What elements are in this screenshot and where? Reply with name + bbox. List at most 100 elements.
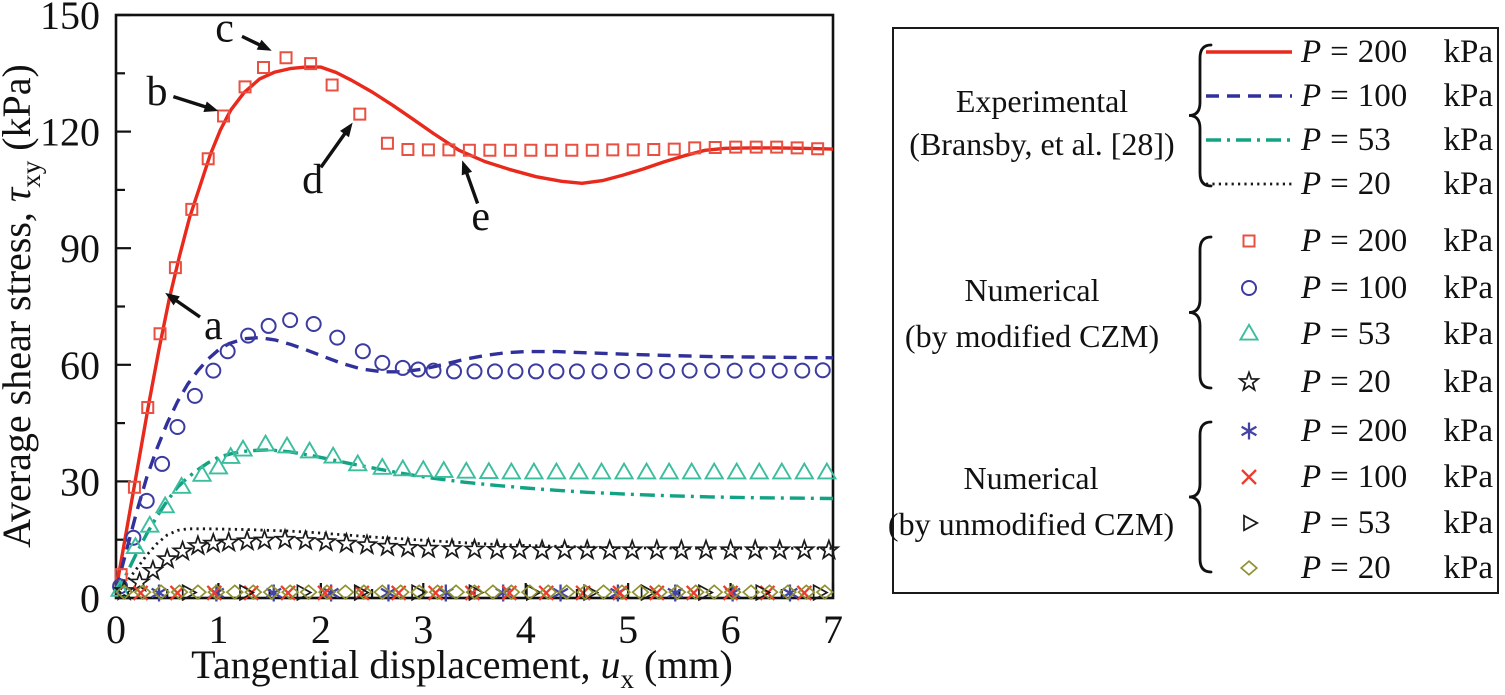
- legend-item-unmod-100: P = 100 kPa: [1203, 456, 1499, 498]
- svg-text:150: 150: [40, 0, 100, 38]
- y-axis-symbol: τ: [0, 186, 39, 202]
- legend-p: P: [1301, 269, 1322, 306]
- legend-unit: kPa: [1443, 363, 1494, 400]
- svg-text:c: c: [215, 5, 234, 51]
- legend-group-label-line2: (by modified CZM): [904, 318, 1160, 354]
- legend-item-mod-53: P = 53 kPa: [1203, 313, 1499, 355]
- legend-group-label-line1: Experimental: [955, 83, 1129, 119]
- solid-line-sample-icon: [1203, 35, 1295, 69]
- right-triangle-marker-icon: [1203, 506, 1295, 540]
- legend-value: 53: [1357, 315, 1391, 352]
- svg-text:60: 60: [60, 343, 100, 388]
- legend-group-label-numerical-modified: Numerical (by modified CZM): [878, 267, 1186, 359]
- legend-eq: =: [1330, 269, 1349, 306]
- legend-group-label-line1: Numerical: [964, 272, 1100, 308]
- legend-p: P: [1301, 549, 1322, 586]
- star-marker-icon: [1203, 365, 1295, 399]
- legend-unit: kPa: [1443, 315, 1494, 352]
- legend-p: P: [1301, 412, 1322, 449]
- diamond-marker-icon: [1203, 551, 1295, 585]
- plot-drawn-layer: 0 1 2 3 4 5 6 7 0 30 60 90 120 150 a b c d e: [40, 0, 1213, 652]
- legend-item-exp-53: P = 53 kPa: [1203, 119, 1499, 161]
- legend-value: 100: [1357, 77, 1408, 114]
- legend-eq: =: [1330, 412, 1349, 449]
- legend-eq: =: [1330, 549, 1349, 586]
- y-axis-title-text: Average shear stress,: [0, 202, 39, 548]
- triangle-marker-icon: [1203, 317, 1295, 351]
- legend-p: P: [1301, 458, 1322, 495]
- x-axis-subscript: x: [620, 664, 634, 694]
- circle-marker-icon: [1203, 271, 1295, 305]
- legend-unit: kPa: [1443, 504, 1494, 541]
- legend-item-exp-20: P = 20 kPa: [1203, 163, 1499, 205]
- legend-unit: kPa: [1443, 121, 1494, 158]
- legend-value: 20: [1357, 549, 1391, 586]
- svg-text:0: 0: [80, 576, 100, 621]
- legend-unit: kPa: [1443, 269, 1494, 306]
- legend-unit: kPa: [1443, 33, 1494, 70]
- legend-unit: kPa: [1443, 549, 1494, 586]
- legend-group-label-line2: (Bransby, et al. [28]): [909, 126, 1175, 162]
- legend-p: P: [1301, 315, 1322, 352]
- x-axis-unit: (mm): [634, 642, 733, 687]
- dotted-line-sample-icon: [1203, 167, 1295, 201]
- legend-item-exp-200: P = 200 kPa: [1203, 31, 1499, 73]
- legend-unit: kPa: [1443, 412, 1494, 449]
- svg-text:b: b: [146, 69, 167, 115]
- legend-p: P: [1301, 363, 1322, 400]
- dashdot-line-sample-icon: [1203, 123, 1295, 157]
- legend-group-label-line1: Numerical: [963, 460, 1099, 496]
- legend-eq: =: [1330, 363, 1349, 400]
- x-marker-icon: [1203, 460, 1295, 494]
- legend-item-unmod-53: P = 53 kPa: [1203, 502, 1499, 544]
- legend-value: 20: [1357, 165, 1391, 202]
- legend-eq: =: [1330, 33, 1349, 70]
- legend-group-label-numerical-unmodified: Numerical (by unmodified CZM): [872, 455, 1190, 547]
- svg-text:120: 120: [40, 110, 100, 155]
- legend-p: P: [1301, 77, 1322, 114]
- legend-p: P: [1301, 504, 1322, 541]
- legend-item-unmod-200: P = 200 kPa: [1203, 410, 1499, 452]
- svg-text:6: 6: [721, 607, 741, 652]
- svg-text:e: e: [471, 194, 490, 240]
- legend-value: 100: [1357, 269, 1408, 306]
- legend-item-exp-100: P = 100 kPa: [1203, 75, 1499, 117]
- legend-value: 200: [1357, 412, 1408, 449]
- x-axis-title: Tangential displacement, ux (mm): [191, 642, 733, 694]
- legend-value: 200: [1357, 33, 1408, 70]
- svg-text:5: 5: [618, 607, 638, 652]
- svg-text:0: 0: [106, 607, 126, 652]
- legend-eq: =: [1330, 504, 1349, 541]
- legend-box: [892, 27, 1499, 594]
- legend-group-label-experimental: Experimental (Bransby, et al. [28]): [882, 80, 1202, 166]
- legend-p: P: [1301, 121, 1322, 158]
- legend-eq: =: [1330, 222, 1349, 259]
- legend-item-mod-20: P = 20 kPa: [1203, 361, 1499, 403]
- y-axis-title: Average shear stress, τxy (kPa): [0, 64, 46, 548]
- x-axis-symbol: u: [600, 642, 620, 687]
- legend-unit: kPa: [1443, 222, 1494, 259]
- svg-text:1: 1: [208, 607, 228, 652]
- legend-item-unmod-20: P = 20 kPa: [1203, 547, 1499, 589]
- legend-group-label-line2: (by unmodified CZM): [887, 506, 1175, 542]
- legend-unit: kPa: [1443, 458, 1494, 495]
- legend-unit: kPa: [1443, 77, 1494, 114]
- legend-eq: =: [1330, 121, 1349, 158]
- legend-eq: =: [1330, 165, 1349, 202]
- y-axis-unit: (kPa): [0, 64, 39, 161]
- legend-value: 100: [1357, 458, 1408, 495]
- legend-eq: =: [1330, 458, 1349, 495]
- legend-eq: =: [1330, 315, 1349, 352]
- x-axis-title-text: Tangential displacement,: [191, 642, 600, 687]
- legend-value: 53: [1357, 121, 1391, 158]
- dashed-line-sample-icon: [1203, 79, 1295, 113]
- svg-text:d: d: [302, 157, 323, 203]
- legend-value: 20: [1357, 363, 1391, 400]
- svg-text:3: 3: [413, 607, 433, 652]
- legend-p: P: [1301, 33, 1322, 70]
- svg-text:90: 90: [60, 226, 100, 271]
- asterisk-marker-icon: [1203, 414, 1295, 448]
- svg-text:7: 7: [823, 607, 843, 652]
